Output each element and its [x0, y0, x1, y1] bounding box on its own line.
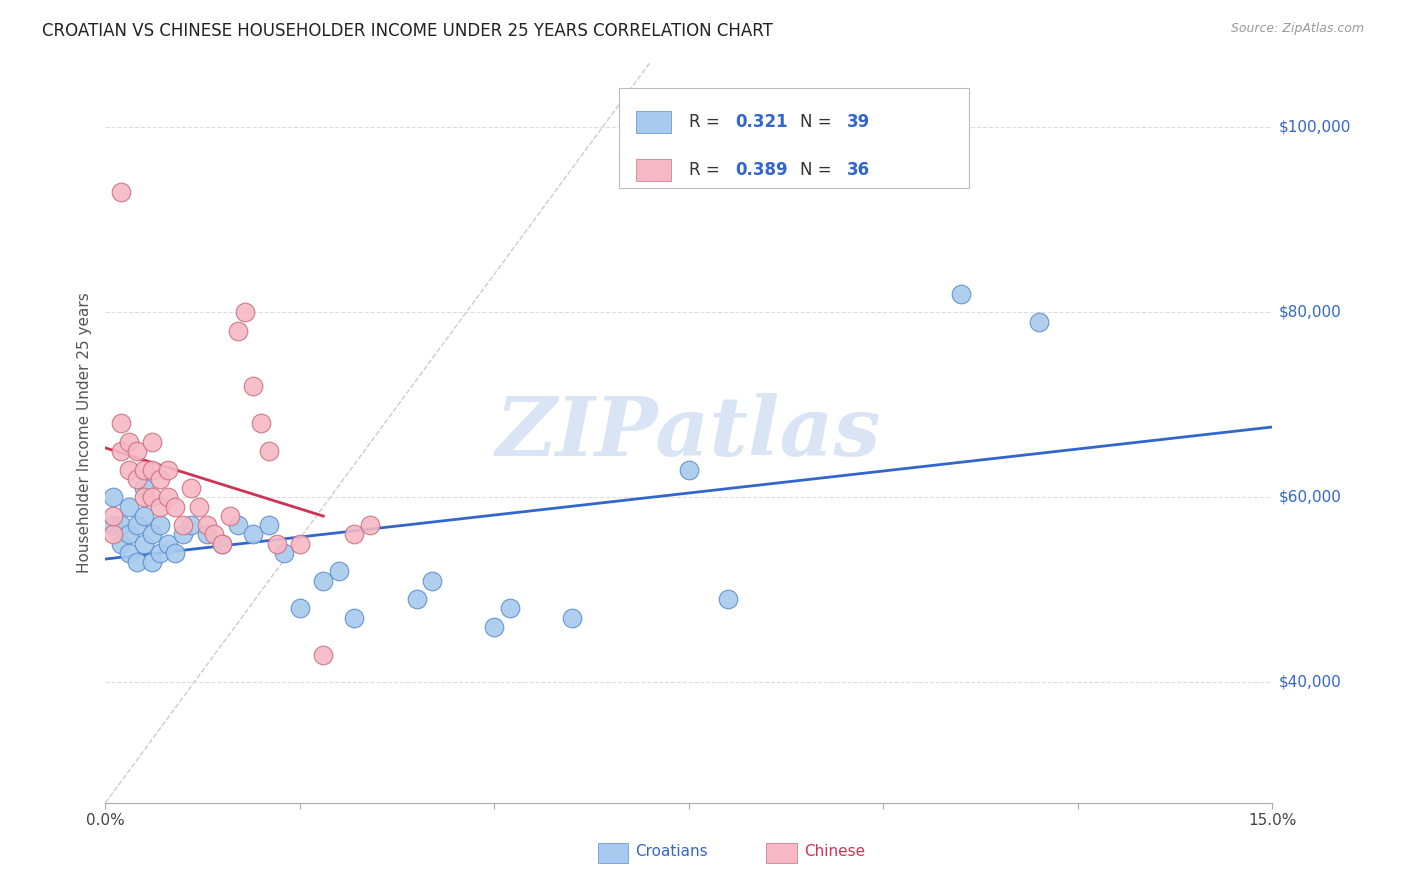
Point — [202, 527, 225, 541]
Point — [266, 537, 288, 551]
Point — [257, 444, 280, 458]
Point — [134, 508, 156, 523]
Point — [149, 472, 172, 486]
Point — [219, 508, 242, 523]
Text: R =: R = — [689, 161, 725, 179]
Point — [717, 592, 740, 607]
Point — [343, 611, 366, 625]
Point — [110, 518, 132, 533]
Text: Source: ZipAtlas.com: Source: ZipAtlas.com — [1230, 22, 1364, 36]
Point — [405, 592, 427, 607]
Point — [273, 546, 295, 560]
Text: 36: 36 — [846, 161, 869, 179]
Text: $80,000: $80,000 — [1278, 305, 1341, 320]
Point — [420, 574, 443, 588]
Point — [134, 537, 156, 551]
Point — [118, 546, 141, 560]
Point — [950, 286, 973, 301]
Point — [165, 500, 187, 514]
Text: 39: 39 — [846, 113, 870, 131]
Point — [103, 508, 125, 523]
Point — [187, 500, 209, 514]
Point — [156, 491, 179, 505]
FancyBboxPatch shape — [637, 159, 672, 181]
Point — [103, 518, 125, 533]
Text: N =: N = — [800, 161, 837, 179]
Point — [195, 518, 218, 533]
Point — [125, 518, 148, 533]
Point — [118, 463, 141, 477]
Point — [156, 463, 179, 477]
Point — [561, 611, 583, 625]
Point — [149, 500, 172, 514]
Point — [226, 324, 249, 338]
Point — [149, 518, 172, 533]
Y-axis label: Householder Income Under 25 years: Householder Income Under 25 years — [76, 293, 91, 573]
Point — [211, 537, 233, 551]
Point — [125, 472, 148, 486]
Point — [180, 518, 202, 533]
Point — [288, 537, 311, 551]
Point — [312, 648, 335, 662]
Point — [141, 491, 163, 505]
Point — [141, 463, 163, 477]
Point — [141, 555, 163, 569]
Point — [328, 565, 350, 579]
Point — [195, 527, 218, 541]
Point — [103, 527, 125, 541]
Point — [156, 537, 179, 551]
Text: $60,000: $60,000 — [1278, 490, 1341, 505]
Point — [118, 500, 141, 514]
Point — [678, 463, 700, 477]
Point — [211, 537, 233, 551]
Point — [118, 527, 141, 541]
Point — [134, 491, 156, 505]
Point — [103, 491, 125, 505]
Point — [312, 574, 335, 588]
Point — [134, 481, 156, 495]
Point — [110, 185, 132, 199]
Point — [257, 518, 280, 533]
Text: $100,000: $100,000 — [1278, 120, 1351, 135]
Point — [125, 555, 148, 569]
Point — [484, 620, 506, 634]
Point — [125, 444, 148, 458]
Point — [250, 417, 273, 431]
Text: ZIPatlas: ZIPatlas — [496, 392, 882, 473]
FancyBboxPatch shape — [619, 88, 969, 188]
Point — [172, 527, 194, 541]
Text: Croatians: Croatians — [636, 845, 709, 859]
Text: 0.389: 0.389 — [735, 161, 789, 179]
Point — [110, 417, 132, 431]
Text: CROATIAN VS CHINESE HOUSEHOLDER INCOME UNDER 25 YEARS CORRELATION CHART: CROATIAN VS CHINESE HOUSEHOLDER INCOME U… — [42, 22, 773, 40]
Point — [172, 518, 194, 533]
Point — [226, 518, 249, 533]
Point — [242, 527, 264, 541]
Point — [141, 434, 163, 449]
Point — [141, 527, 163, 541]
Text: N =: N = — [800, 113, 837, 131]
Point — [242, 379, 264, 393]
Point — [149, 546, 172, 560]
FancyBboxPatch shape — [637, 112, 672, 134]
Point — [180, 481, 202, 495]
Point — [235, 305, 257, 319]
Text: Chinese: Chinese — [804, 845, 865, 859]
Text: $40,000: $40,000 — [1278, 675, 1341, 690]
Point — [499, 601, 522, 615]
Point — [165, 546, 187, 560]
Point — [110, 444, 132, 458]
Point — [288, 601, 311, 615]
Point — [110, 537, 132, 551]
Point — [359, 518, 381, 533]
Text: 0.321: 0.321 — [735, 113, 789, 131]
Text: R =: R = — [689, 113, 725, 131]
Point — [343, 527, 366, 541]
Point — [1028, 315, 1050, 329]
Point — [118, 434, 141, 449]
Point — [134, 463, 156, 477]
